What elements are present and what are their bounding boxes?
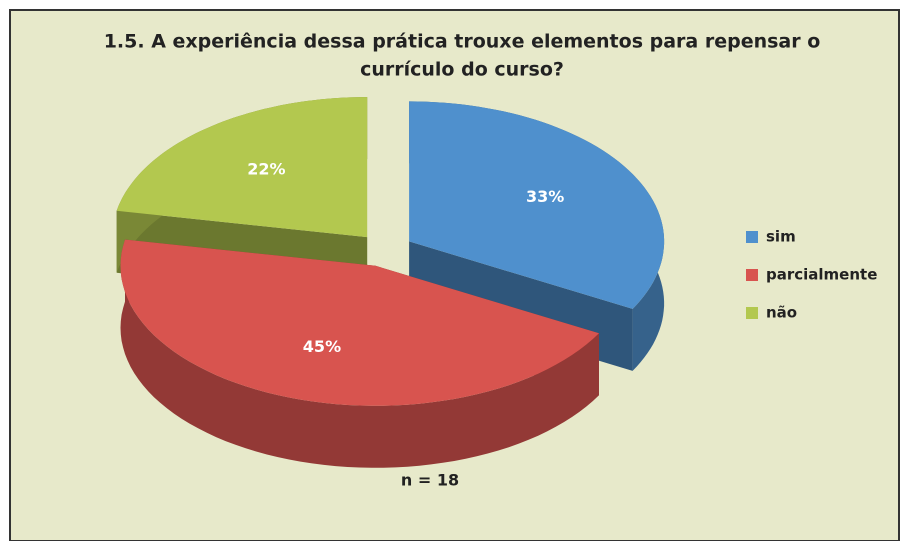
pie-slice <box>120 239 599 468</box>
legend-label: parcialmente <box>766 266 877 284</box>
slice-top <box>120 239 599 406</box>
annotation: n = 18 <box>401 471 459 490</box>
chart-title: currículo do curso? <box>360 59 564 81</box>
data-label: 45% <box>303 337 341 356</box>
legend-label: sim <box>766 228 796 246</box>
slice-outer-wall <box>120 239 599 468</box>
chart-title: 1.5. A experiência dessa prática trouxe … <box>104 31 821 53</box>
slice-top <box>409 101 665 309</box>
legend-swatch <box>746 307 758 319</box>
legend-swatch <box>746 231 758 243</box>
data-label: 33% <box>526 187 564 206</box>
slice-top <box>116 97 368 238</box>
legend-label: não <box>766 304 797 322</box>
legend-swatch <box>746 269 758 281</box>
data-label: 22% <box>247 160 285 179</box>
